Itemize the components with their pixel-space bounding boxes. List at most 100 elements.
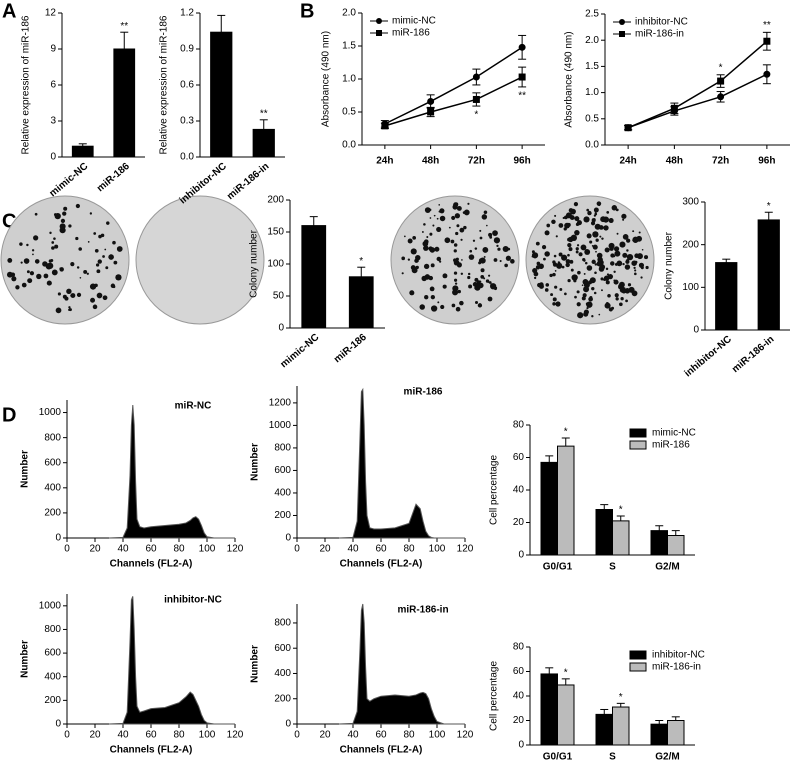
colony bbox=[552, 260, 556, 264]
y-tick-label: 0 bbox=[55, 533, 61, 544]
colony bbox=[587, 210, 592, 216]
bar bbox=[667, 720, 685, 746]
x-tick-label: mimic-NC bbox=[48, 161, 91, 199]
y-tick-label: 0 bbox=[50, 152, 56, 163]
colony bbox=[451, 215, 456, 220]
legend-swatch bbox=[629, 428, 647, 438]
y-axis-label: Number bbox=[20, 450, 31, 488]
y-axis-label: Cell percentage bbox=[489, 455, 500, 525]
colony bbox=[609, 246, 614, 251]
x-tick-label: 80 bbox=[403, 544, 415, 555]
x-tick-label: miR-186 bbox=[332, 332, 369, 366]
colony bbox=[454, 282, 458, 285]
colony bbox=[640, 276, 643, 279]
colony bbox=[479, 236, 483, 240]
colony bbox=[593, 214, 597, 217]
colony bbox=[19, 242, 23, 246]
colony bbox=[552, 297, 557, 302]
colony bbox=[68, 306, 71, 309]
colony bbox=[452, 289, 459, 296]
colony bbox=[620, 297, 624, 301]
colony bbox=[424, 207, 431, 213]
colony bbox=[604, 302, 611, 309]
colony bbox=[434, 246, 440, 252]
colony bbox=[32, 253, 34, 256]
y-tick-label: 2.5 bbox=[585, 9, 599, 20]
colony bbox=[589, 277, 596, 284]
colony bbox=[451, 303, 456, 308]
colony bbox=[596, 261, 602, 267]
y-tick-label: 200 bbox=[274, 510, 291, 521]
bar bbox=[301, 225, 327, 329]
colony bbox=[59, 267, 62, 270]
colony bbox=[586, 208, 590, 212]
colony bbox=[407, 258, 411, 261]
colony bbox=[567, 243, 572, 248]
x-tick-label: S bbox=[609, 562, 616, 573]
colony bbox=[574, 216, 580, 222]
bar bbox=[595, 713, 613, 746]
colony bbox=[48, 259, 53, 263]
colony bbox=[589, 295, 593, 300]
colony bbox=[549, 273, 553, 278]
colony bbox=[426, 236, 429, 239]
colony bbox=[488, 232, 493, 237]
colony bbox=[96, 269, 101, 274]
colony bbox=[570, 268, 574, 272]
y-tick-label: 1000 bbox=[269, 420, 292, 431]
y-tick-label: 2.0 bbox=[585, 35, 599, 46]
colony bbox=[429, 247, 436, 253]
colony bbox=[628, 254, 630, 257]
y-tick-label: 6 bbox=[50, 80, 56, 91]
colony bbox=[49, 231, 52, 235]
x-tick-label: miR-186 bbox=[95, 161, 132, 195]
colony bbox=[541, 245, 547, 250]
colony bbox=[410, 265, 416, 271]
colony bbox=[573, 202, 579, 207]
colony bbox=[567, 279, 571, 283]
y-tick-label: 1.5 bbox=[585, 61, 599, 72]
colony bbox=[438, 204, 441, 206]
colony bbox=[571, 274, 578, 281]
colony bbox=[433, 214, 436, 217]
y-axis-label: Absorbance (490 nm) bbox=[321, 31, 332, 127]
y-tick-label: 40 bbox=[513, 691, 525, 702]
colony bbox=[610, 253, 615, 258]
x-axis-label: Channels (FL2-A) bbox=[110, 745, 193, 756]
colony bbox=[539, 283, 544, 289]
colony bbox=[634, 269, 637, 272]
colony bbox=[7, 257, 13, 263]
y-axis-label: Number bbox=[250, 443, 261, 481]
colony bbox=[626, 238, 631, 243]
colony bbox=[645, 265, 649, 270]
legend-swatch bbox=[629, 440, 647, 450]
colony bbox=[423, 223, 426, 226]
colony bbox=[429, 217, 432, 219]
colony bbox=[640, 266, 644, 270]
y-tick-label: 0 bbox=[285, 533, 291, 544]
colony bbox=[475, 300, 479, 304]
x-tick-label: 24h bbox=[620, 156, 637, 167]
y-tick-label: 0 bbox=[518, 550, 524, 561]
x-tick-label: 20 bbox=[319, 544, 331, 555]
bar bbox=[348, 276, 374, 329]
legend-swatch bbox=[629, 662, 647, 672]
legend-label: miR-186 bbox=[392, 28, 430, 39]
legend-swatch bbox=[629, 650, 647, 660]
y-tick-label: 2.0 bbox=[342, 8, 356, 19]
colony bbox=[455, 231, 459, 236]
y-tick-label: 0.9 bbox=[180, 44, 194, 55]
colony bbox=[600, 277, 604, 281]
y-tick-label: 1.0 bbox=[585, 87, 599, 98]
bar bbox=[650, 530, 668, 556]
colony bbox=[615, 297, 619, 301]
colony bbox=[456, 224, 460, 228]
legend-marker bbox=[619, 31, 625, 37]
y-tick-label: 800 bbox=[274, 443, 291, 454]
significance-label: ** bbox=[763, 20, 771, 31]
x-tick-label: 60 bbox=[375, 730, 387, 741]
colony bbox=[606, 211, 610, 214]
colony bbox=[601, 237, 604, 240]
colony bbox=[412, 236, 416, 240]
